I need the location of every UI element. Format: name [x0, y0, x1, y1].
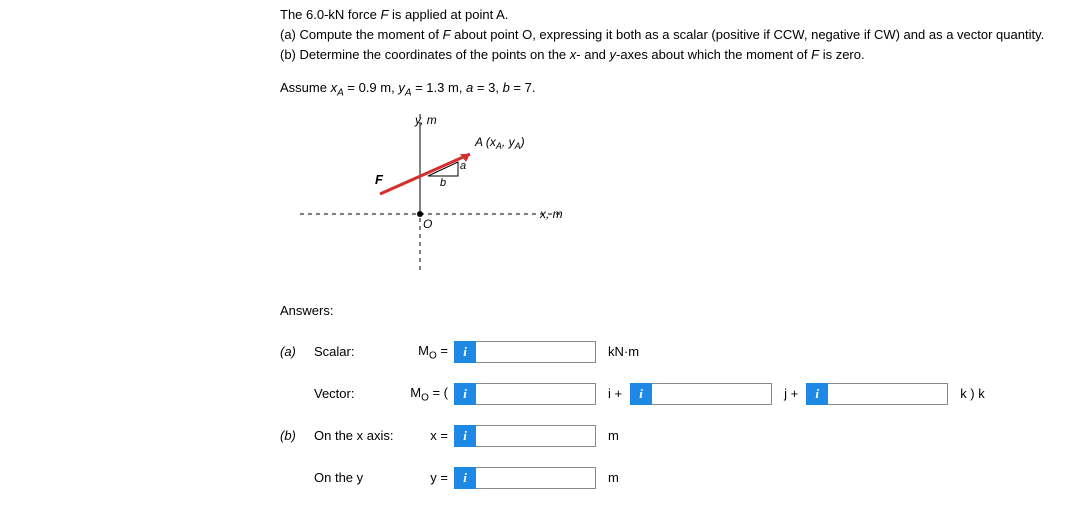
problem-statement: The 6.0-kN force F is applied at point A…	[280, 6, 1068, 65]
unit-m: m	[608, 427, 619, 445]
text: = 0.9 m,	[344, 80, 399, 95]
scalar-input[interactable]	[476, 341, 596, 363]
x-var: x =	[394, 427, 454, 445]
text: = 3,	[473, 80, 502, 95]
point-A-label: A (xA, yA)	[474, 135, 525, 151]
ony-label: On the y	[314, 469, 394, 487]
x-input[interactable]	[476, 425, 596, 447]
onx-label: On the x axis:	[314, 427, 394, 445]
i-plus: i +	[608, 385, 622, 403]
vector-label: Vector:	[314, 385, 394, 403]
text: is applied at point A.	[388, 7, 508, 22]
unit-m: m	[608, 469, 619, 487]
text: = 1.3 m,	[411, 80, 466, 95]
row-y-axis: On the y y = i m	[280, 466, 1068, 490]
text: - and	[576, 47, 609, 62]
text: = 7.	[510, 80, 536, 95]
text: is zero.	[819, 47, 865, 62]
force-label: F	[375, 172, 384, 187]
k-end: k ) k	[960, 385, 985, 403]
force-symbol: F	[811, 47, 819, 62]
var: b	[503, 80, 510, 95]
row-scalar: (a) Scalar: MO = i kN·m	[280, 340, 1068, 364]
subscript: A	[337, 87, 344, 98]
x-axis-label: x, m	[539, 207, 563, 221]
info-icon[interactable]: i	[806, 383, 828, 405]
diagram: y, m x, m A (xA, yA) F O a b	[300, 114, 580, 284]
info-icon[interactable]: i	[454, 467, 476, 489]
text: Assume	[280, 80, 331, 95]
vector-k-input[interactable]	[828, 383, 948, 405]
text: (b) Determine the coordinates of the poi…	[280, 47, 570, 62]
a-label: a	[460, 160, 466, 172]
row-vector: Vector: MO = ( i i + i j + i k ) k	[280, 382, 1068, 406]
part-b-label: (b)	[280, 427, 314, 445]
scalar-label: Scalar:	[314, 343, 394, 361]
info-icon[interactable]: i	[630, 383, 652, 405]
info-icon[interactable]: i	[454, 341, 476, 363]
text: about point O, expressing it both as a s…	[451, 27, 1045, 42]
info-icon[interactable]: i	[454, 383, 476, 405]
text: The 6.0-kN force	[280, 7, 380, 22]
info-icon[interactable]: i	[454, 425, 476, 447]
j-plus: j +	[784, 385, 798, 403]
assumptions: Assume xA = 0.9 m, yA = 1.3 m, a = 3, b …	[280, 79, 1068, 101]
y-var: y =	[394, 469, 454, 487]
y-input[interactable]	[476, 467, 596, 489]
part-a-label: (a)	[280, 343, 314, 361]
b-label: b	[440, 177, 446, 189]
answers-header: Answers:	[280, 302, 1068, 320]
origin-label: O	[423, 217, 432, 231]
unit-knm: kN·m	[608, 343, 639, 361]
force-symbol: F	[443, 27, 451, 42]
text: (a) Compute the moment of	[280, 27, 443, 42]
text: -axes about which the moment of	[616, 47, 811, 62]
mo-var: MO =	[394, 342, 454, 364]
vector-j-input[interactable]	[652, 383, 772, 405]
row-x-axis: (b) On the x axis: x = i m	[280, 424, 1068, 448]
mo-var: MO = (	[394, 384, 454, 406]
y-axis-label: y, m	[414, 114, 437, 127]
vector-i-input[interactable]	[476, 383, 596, 405]
